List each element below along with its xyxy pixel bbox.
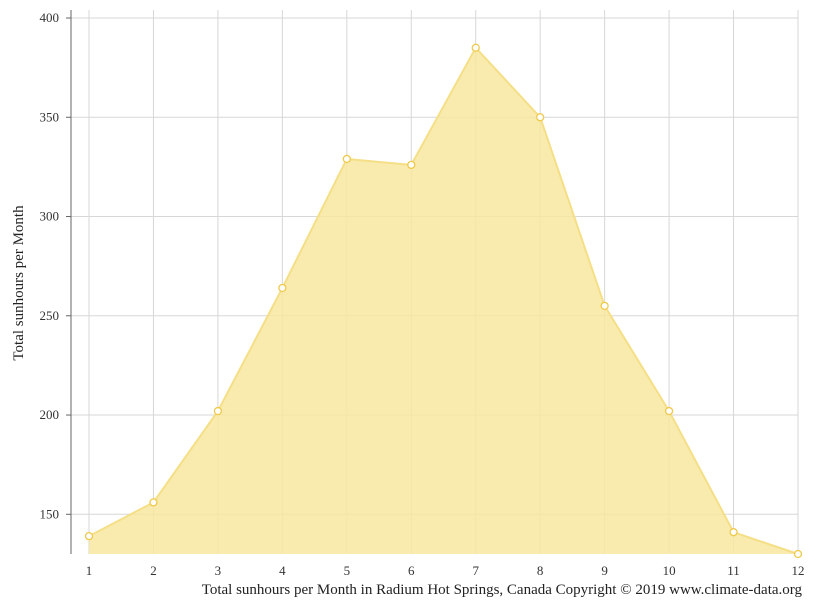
- data-points: [84, 43, 803, 559]
- y-tick-label-250: 250: [40, 308, 60, 323]
- x-tick-label-7: 7: [472, 563, 479, 578]
- data-point-10: [664, 406, 674, 416]
- data-point-5: [342, 154, 351, 164]
- x-tick-label-11: 11: [727, 563, 740, 578]
- data-point-11: [729, 528, 738, 537]
- x-tick-labels: 1 2 3 4 5 6 7 8 9 10 11 12: [86, 563, 805, 578]
- y-tick-label-300: 300: [40, 209, 60, 224]
- x-tick-label-2: 2: [150, 563, 157, 578]
- x-tick-label-1: 1: [86, 563, 93, 578]
- x-tick-label-10: 10: [663, 563, 676, 578]
- x-tick-label-4: 4: [279, 563, 286, 578]
- data-point-9: [600, 301, 609, 311]
- data-point-8: [536, 113, 545, 122]
- data-point-1: [84, 531, 94, 541]
- chart-caption: Total sunhours per Month in Radium Hot S…: [201, 582, 802, 598]
- y-axis-label: Total sunhours per Month: [11, 205, 27, 361]
- data-point-12: [793, 549, 803, 559]
- sunhours-area: [89, 47, 798, 555]
- data-point-4: [278, 283, 287, 293]
- data-point-2: [149, 498, 158, 507]
- x-tick-label-8: 8: [537, 563, 544, 578]
- x-tick-label-12: 12: [792, 563, 805, 578]
- x-tick-label-6: 6: [408, 563, 415, 578]
- y-tick-labels: 150 200 250 300 350 400: [40, 10, 71, 521]
- sunhours-line: [88, 46, 799, 555]
- data-point-7: [471, 43, 480, 52]
- y-tick-label-150: 150: [40, 506, 60, 521]
- x-tick-label-5: 5: [344, 563, 351, 578]
- y-tick-label-200: 200: [40, 407, 60, 422]
- y-tick-label-350: 350: [40, 109, 60, 124]
- x-tick-label-3: 3: [215, 563, 222, 578]
- y-tick-label-400: 400: [40, 10, 60, 25]
- data-point-3: [213, 406, 223, 416]
- x-tick-label-9: 9: [601, 563, 608, 578]
- data-point-6: [407, 160, 416, 170]
